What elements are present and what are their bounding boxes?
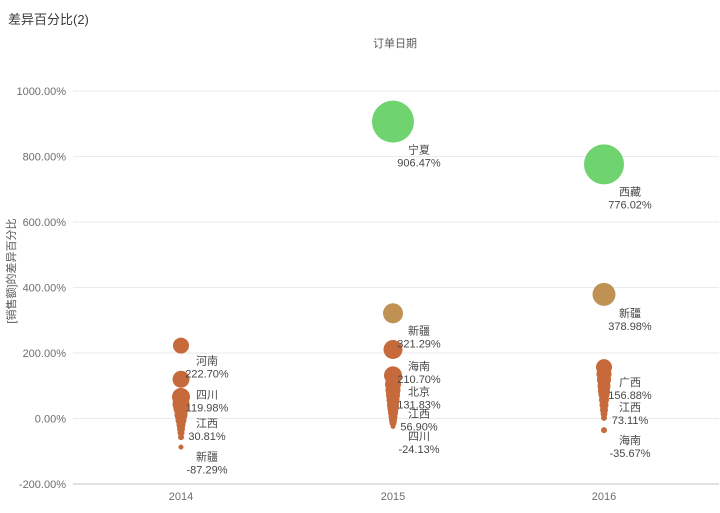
y-tick-label: 200.00% — [23, 348, 67, 360]
point-label-value: 30.81% — [188, 431, 226, 443]
point-label-province: 新疆 — [408, 323, 430, 337]
point-label-value: 131.83% — [397, 399, 441, 411]
x-tick-label: 2015 — [381, 491, 405, 503]
label-layer: 河南222.70%四川119.98%江西30.81%新疆-87.29%宁夏906… — [185, 143, 652, 477]
page-title: 差异百分比(2) — [8, 12, 89, 27]
x-axis-title: 订单日期 — [373, 37, 417, 50]
x-tick-label: 2016 — [592, 491, 616, 503]
y-tick-label: -200.00% — [19, 479, 66, 491]
bubble-labeled[interactable] — [173, 337, 189, 354]
point-label-value: 210.70% — [397, 374, 441, 386]
y-tick-label: 1000.00% — [16, 86, 66, 98]
point-label-value: 222.70% — [185, 369, 229, 381]
bubble-labeled[interactable] — [172, 370, 190, 388]
point-label-province: 江西 — [408, 407, 430, 420]
point-label-value: -35.67% — [610, 448, 651, 460]
point-label-province: 河南 — [196, 355, 218, 368]
bubble-labeled[interactable] — [592, 282, 616, 306]
point-label-province: 北京 — [408, 384, 430, 398]
y-tick-label: 600.00% — [23, 217, 67, 229]
point-label-province: 海南 — [408, 359, 430, 373]
point-label-value: 776.02% — [608, 199, 652, 211]
point-label-province: 四川 — [196, 390, 218, 402]
point-label-value: -24.13% — [399, 444, 440, 456]
point-label-value: 119.98% — [186, 403, 229, 415]
bubble-layer — [172, 100, 624, 450]
point-label-province: 新疆 — [619, 306, 641, 320]
bubble-labeled[interactable] — [601, 427, 607, 434]
point-label-province: 西藏 — [619, 185, 641, 198]
x-tick-label: 2014 — [169, 491, 193, 503]
point-label-province: 四川 — [408, 431, 430, 443]
bubble-unlabeled[interactable] — [601, 414, 607, 421]
bubble-unlabeled[interactable] — [178, 434, 184, 441]
point-label-province: 新疆 — [196, 450, 218, 464]
point-label-province: 海南 — [619, 433, 641, 447]
y-tick-label: 800.00% — [23, 152, 67, 164]
bubble-labeled[interactable] — [383, 339, 403, 359]
bubble-labeled[interactable] — [386, 393, 400, 407]
bubble-labeled[interactable] — [173, 400, 189, 416]
point-label-value: 56.90% — [400, 421, 438, 433]
bubble-labeled[interactable] — [384, 366, 402, 385]
bubble-unlabeled[interactable] — [177, 429, 185, 437]
point-label-province: 江西 — [619, 401, 641, 414]
point-label-province: 广西 — [619, 376, 641, 389]
point-label-value: 378.98% — [608, 321, 652, 333]
bubble-labeled[interactable] — [584, 144, 624, 185]
y-axis-title: [销售额]的差异百分比 — [4, 218, 18, 323]
bubble-labeled[interactable] — [372, 100, 414, 143]
point-label-province: 宁夏 — [408, 143, 430, 157]
bubble-labeled[interactable] — [383, 303, 403, 324]
point-label-value: 156.88% — [608, 390, 652, 402]
point-label-province: 江西 — [196, 417, 218, 430]
y-tick-label: 0.00% — [35, 414, 66, 426]
bubble-labeled[interactable] — [178, 444, 184, 450]
point-label-value: 906.47% — [397, 158, 441, 170]
point-label-value: 321.29% — [397, 338, 441, 350]
bubble-labeled[interactable] — [390, 423, 396, 429]
point-label-value: 73.11% — [612, 415, 649, 427]
point-label-value: -87.29% — [187, 465, 228, 477]
bubble-labeled[interactable] — [598, 389, 610, 401]
bubble-labeled[interactable] — [596, 359, 612, 376]
y-tick-label: 400.00% — [23, 283, 67, 295]
